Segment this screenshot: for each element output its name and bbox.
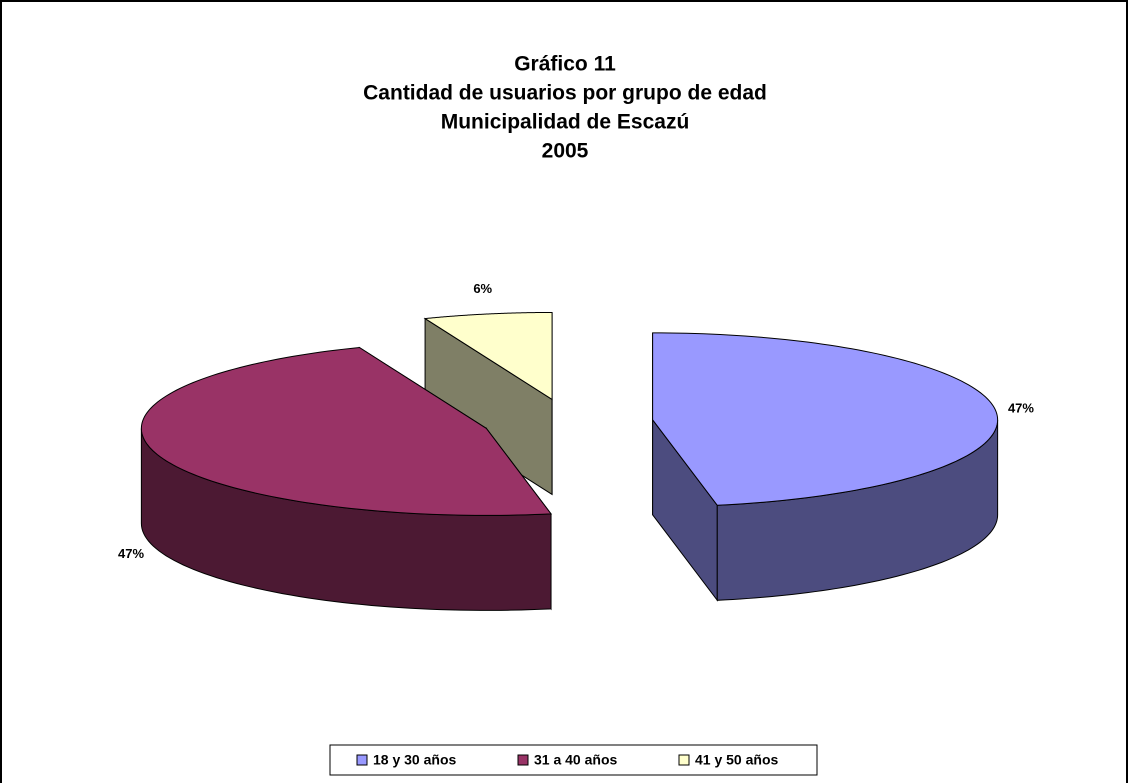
chart-title: Municipalidad de Escazú (441, 111, 690, 134)
data-label: 6% (473, 281, 492, 296)
legend-box (329, 744, 818, 776)
slice-top (423, 311, 553, 401)
legend-label: 18 y 30 años (373, 752, 456, 768)
legend-swatch (517, 754, 529, 766)
legend-swatch (678, 754, 690, 766)
legend-label: 41 y 50 años (695, 752, 778, 768)
pie-slice (140, 346, 552, 611)
pie-slice (423, 311, 553, 496)
chart-title: 2005 (542, 140, 589, 163)
legend-label: 31 a 40 años (534, 752, 617, 768)
pie-slice (652, 332, 999, 602)
slice-top (652, 332, 999, 506)
data-label: 47% (118, 546, 144, 561)
slice-top (140, 346, 552, 516)
chart-title: Gráfico 11 (514, 53, 616, 76)
chart-title: Cantidad de usuarios por grupo de edad (363, 82, 767, 105)
data-label: 47% (1008, 401, 1034, 416)
legend-swatch (356, 754, 368, 766)
